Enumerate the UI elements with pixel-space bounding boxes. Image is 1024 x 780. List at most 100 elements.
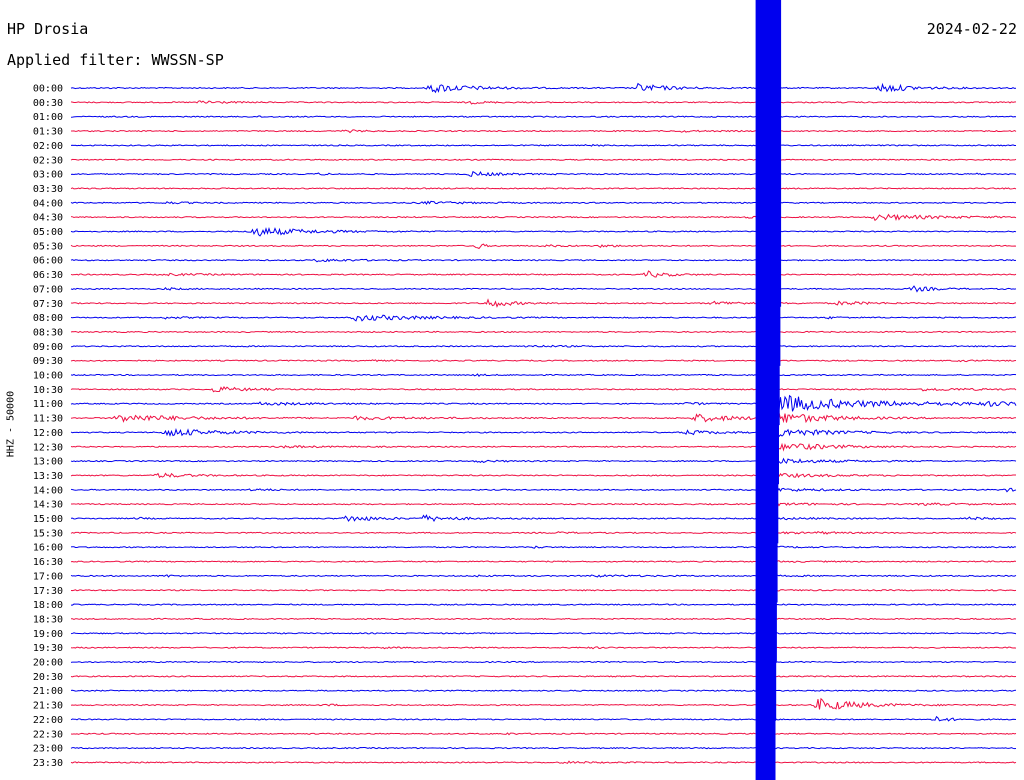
tick-label: 13:30 — [33, 471, 63, 482]
trace-line — [70, 689, 1017, 692]
tick-label: 17:30 — [33, 586, 63, 597]
tick-label: 03:00 — [33, 170, 63, 181]
tick-label: 17:00 — [33, 571, 63, 582]
trace-line — [70, 588, 1017, 592]
tick-label: 11:00 — [33, 399, 63, 410]
trace-line — [70, 514, 1017, 523]
major-event-band — [755, 0, 782, 780]
tick-label: 20:00 — [33, 658, 63, 669]
major-event-layer — [755, 0, 782, 780]
trace-line — [70, 501, 1017, 507]
tick-label: 14:00 — [33, 485, 63, 496]
tick-label: 12:30 — [33, 442, 63, 453]
tick-label: 07:00 — [33, 284, 63, 295]
trace-line — [70, 675, 1017, 678]
trace-line — [70, 603, 1017, 606]
trace-line — [70, 243, 1017, 250]
trace-line — [70, 660, 1017, 664]
tick-label: 23:30 — [33, 758, 63, 769]
trace-layer — [70, 82, 1017, 764]
tick-label: 19:00 — [33, 629, 63, 640]
tick-label: 14:30 — [33, 500, 63, 511]
trace-line — [70, 442, 1017, 452]
tick-label: 00:00 — [33, 84, 63, 95]
trace-line — [70, 457, 1017, 464]
tick-label: 15:00 — [33, 514, 63, 525]
tick-label: 09:30 — [33, 356, 63, 367]
trace-line — [70, 227, 1017, 237]
tick-label: 15:30 — [33, 528, 63, 539]
tick-label: 18:00 — [33, 600, 63, 611]
tick-label: 10:00 — [33, 371, 63, 382]
trace-line — [70, 394, 1017, 413]
tick-label: 08:30 — [33, 327, 63, 338]
trace-line — [70, 213, 1017, 222]
trace-line — [70, 385, 1017, 393]
trace-line — [70, 359, 1017, 363]
tick-label: 10:30 — [33, 385, 63, 396]
tick-label: 00:30 — [33, 98, 63, 109]
tick-label: 11:30 — [33, 414, 63, 425]
tick-label: 21:00 — [33, 686, 63, 697]
trace-line — [70, 170, 1017, 177]
tick-label: 09:00 — [33, 342, 63, 353]
trace-line — [70, 187, 1017, 190]
tick-label: 16:30 — [33, 557, 63, 568]
tick-label: 07:30 — [33, 299, 63, 310]
filter-label: Applied filter: WWSSN-SP — [7, 51, 224, 69]
tick-label: 02:00 — [33, 141, 63, 152]
trace-line — [70, 428, 1017, 438]
tick-label: 04:30 — [33, 213, 63, 224]
trace-line — [70, 270, 1017, 278]
tick-label: 06:00 — [33, 256, 63, 267]
tick-label: 21:30 — [33, 701, 63, 712]
trace-line — [70, 314, 1017, 322]
trace-line — [70, 632, 1017, 635]
tick-label: 06:30 — [33, 270, 63, 281]
trace-line — [70, 115, 1017, 118]
trace-line — [70, 129, 1017, 134]
trace-line — [70, 732, 1017, 736]
trace-line — [70, 545, 1017, 549]
tick-label: 02:30 — [33, 155, 63, 166]
trace-line — [70, 697, 1017, 710]
tick-label: 16:00 — [33, 543, 63, 554]
trace-line — [70, 646, 1017, 650]
trace-line — [70, 200, 1017, 206]
tick-label: 23:00 — [33, 744, 63, 755]
trace-line — [70, 158, 1017, 161]
trace-line — [70, 82, 1017, 94]
tick-label: 22:00 — [33, 715, 63, 726]
trace-line — [70, 373, 1017, 378]
trace-line — [70, 143, 1017, 147]
tick-label: 13:00 — [33, 457, 63, 468]
tick-label: 22:30 — [33, 729, 63, 740]
tick-label: 05:30 — [33, 241, 63, 252]
trace-line — [70, 344, 1017, 348]
tick-label: 20:30 — [33, 672, 63, 683]
tick-label: 12:00 — [33, 428, 63, 439]
trace-line — [70, 258, 1017, 263]
trace-line — [70, 715, 1017, 722]
trace-line — [70, 412, 1017, 424]
trace-line — [70, 330, 1017, 334]
trace-line — [70, 574, 1017, 578]
trace-line — [70, 760, 1017, 764]
tick-label-layer: 00:00 00:30 01:00 01:30 02:00 02:30 03:00 03:30… — [33, 84, 63, 769]
trace-line — [70, 560, 1017, 564]
trace-line — [70, 530, 1017, 535]
trace-line — [70, 617, 1017, 621]
trace-line — [70, 298, 1017, 308]
station-title: HP Drosia — [7, 20, 89, 38]
trace-line — [70, 285, 1017, 293]
tick-label: 18:30 — [33, 614, 63, 625]
plot-date: 2024-02-22 — [926, 20, 1017, 38]
tick-label: 04:00 — [33, 198, 63, 209]
tick-label: 05:00 — [33, 227, 63, 238]
trace-line — [70, 472, 1017, 479]
tick-label: 01:00 — [33, 112, 63, 123]
tick-label: 01:30 — [33, 127, 63, 138]
tick-label: 03:30 — [33, 184, 63, 195]
tick-label: 08:00 — [33, 313, 63, 324]
